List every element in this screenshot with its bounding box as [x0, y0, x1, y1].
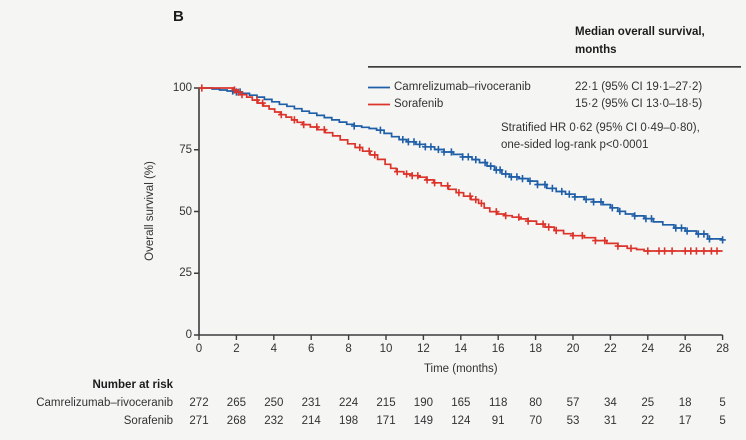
- legend-label-sorafenib: Sorafenib: [394, 98, 444, 110]
- risk-count-row0-t16: 118: [489, 397, 508, 409]
- risk-count-row1-t18: 70: [529, 415, 542, 427]
- censor-marks-camrelizumab: [229, 87, 726, 244]
- risk-count-row1-t8: 198: [339, 415, 359, 427]
- risk-table-header: Number at risk: [92, 379, 173, 391]
- x-tick-label-22: 22: [603, 343, 617, 355]
- legend-label-camrelizumab: Camrelizumab–rivoceranib: [394, 81, 531, 93]
- risk-count-row0-t12: 190: [413, 397, 433, 409]
- x-tick-label-2: 2: [233, 343, 240, 355]
- x-tick-label-4: 4: [270, 343, 277, 355]
- risk-count-row0-t10: 215: [376, 397, 396, 409]
- legend-value-sorafenib: 15·2 (95% CI 13·0–18·5): [575, 98, 703, 110]
- risk-count-row0-t4: 250: [264, 397, 284, 409]
- x-tick-label-12: 12: [416, 343, 430, 355]
- risk-count-row1-t16: 91: [491, 415, 505, 427]
- x-tick-label-28: 28: [716, 343, 729, 355]
- risk-count-row1-t12: 149: [413, 415, 433, 427]
- risk-count-row1-t0: 271: [189, 415, 209, 427]
- x-tick-label-6: 6: [307, 343, 315, 355]
- legend-header: Median overall survival, months: [575, 24, 705, 60]
- risk-count-row1-t14: 124: [451, 415, 471, 427]
- risk-count-row0-t26: 18: [678, 397, 692, 409]
- risk-count-row0-t14: 165: [451, 397, 471, 409]
- x-tick-label-26: 26: [678, 343, 692, 355]
- x-tick-label-10: 10: [379, 343, 393, 355]
- x-axis-title: Time (months): [423, 363, 498, 375]
- risk-count-row0-t8: 224: [339, 397, 359, 409]
- risk-count-row0-t20: 57: [566, 397, 580, 409]
- risk-count-row1-t22: 31: [603, 415, 617, 427]
- risk-count-row0-t2: 265: [226, 397, 246, 409]
- y-axis-title: Overall survival (%): [144, 161, 156, 261]
- hr-annotation-line2: one-sided log-rank p<0·0001: [501, 139, 649, 151]
- censor-marks-sorafenib: [198, 84, 721, 255]
- risk-count-row1-t26: 17: [678, 415, 692, 427]
- x-tick-label-16: 16: [491, 343, 505, 355]
- risk-count-row0-t6: 231: [301, 397, 321, 409]
- risk-count-row0-t0: 272: [189, 397, 209, 409]
- x-tick-label-8: 8: [345, 343, 352, 355]
- risk-count-row1-t28: 5: [719, 415, 726, 427]
- x-tick-label-24: 24: [641, 343, 655, 355]
- risk-count-row1-t10: 171: [376, 415, 396, 427]
- y-ticks: [194, 87, 199, 336]
- risk-count-row1-t2: 268: [226, 415, 246, 427]
- risk-row-label-sorafenib: Sorafenib: [123, 415, 173, 427]
- y-tick-label-0: 0: [185, 329, 192, 341]
- risk-count-row0-t28: 5: [719, 397, 726, 409]
- risk-count-row0-t18: 80: [529, 397, 542, 409]
- legend-header-line1: Median overall survival,: [575, 26, 705, 38]
- legend-value-camrelizumab: 22·1 (95% CI 19·1–27·2): [575, 81, 703, 93]
- x-ticks: [198, 335, 724, 340]
- legend-header-line2: months: [575, 43, 617, 56]
- risk-count-row1-t6: 214: [301, 415, 321, 427]
- legend-divider-rule: [368, 66, 741, 68]
- panel-label: B: [173, 8, 184, 25]
- km-curve-sorafenib: [199, 87, 723, 252]
- km-curve-camrelizumab: [199, 87, 724, 240]
- risk-count-row1-t20: 53: [566, 415, 580, 427]
- y-tick-label-75: 75: [179, 143, 192, 156]
- y-tick-label-100: 100: [172, 82, 192, 94]
- risk-count-row1-t4: 232: [264, 415, 284, 427]
- x-tick-label-0: 0: [195, 343, 203, 355]
- x-tick-label-18: 18: [529, 343, 542, 355]
- risk-row-label-camrelizumab: Camrelizumab–rivoceranib: [36, 397, 173, 409]
- x-tick-label-14: 14: [454, 343, 468, 355]
- hr-annotation-line1: Stratified HR 0·62 (95% CI 0·49–0·80),: [501, 122, 700, 134]
- risk-count-row0-t22: 34: [603, 397, 617, 409]
- y-tick-label-25: 25: [179, 267, 192, 280]
- risk-count-row1-t24: 22: [641, 415, 655, 427]
- y-tick-label-50: 50: [179, 205, 192, 218]
- risk-count-row0-t24: 25: [641, 397, 655, 409]
- x-tick-label-20: 20: [566, 343, 580, 355]
